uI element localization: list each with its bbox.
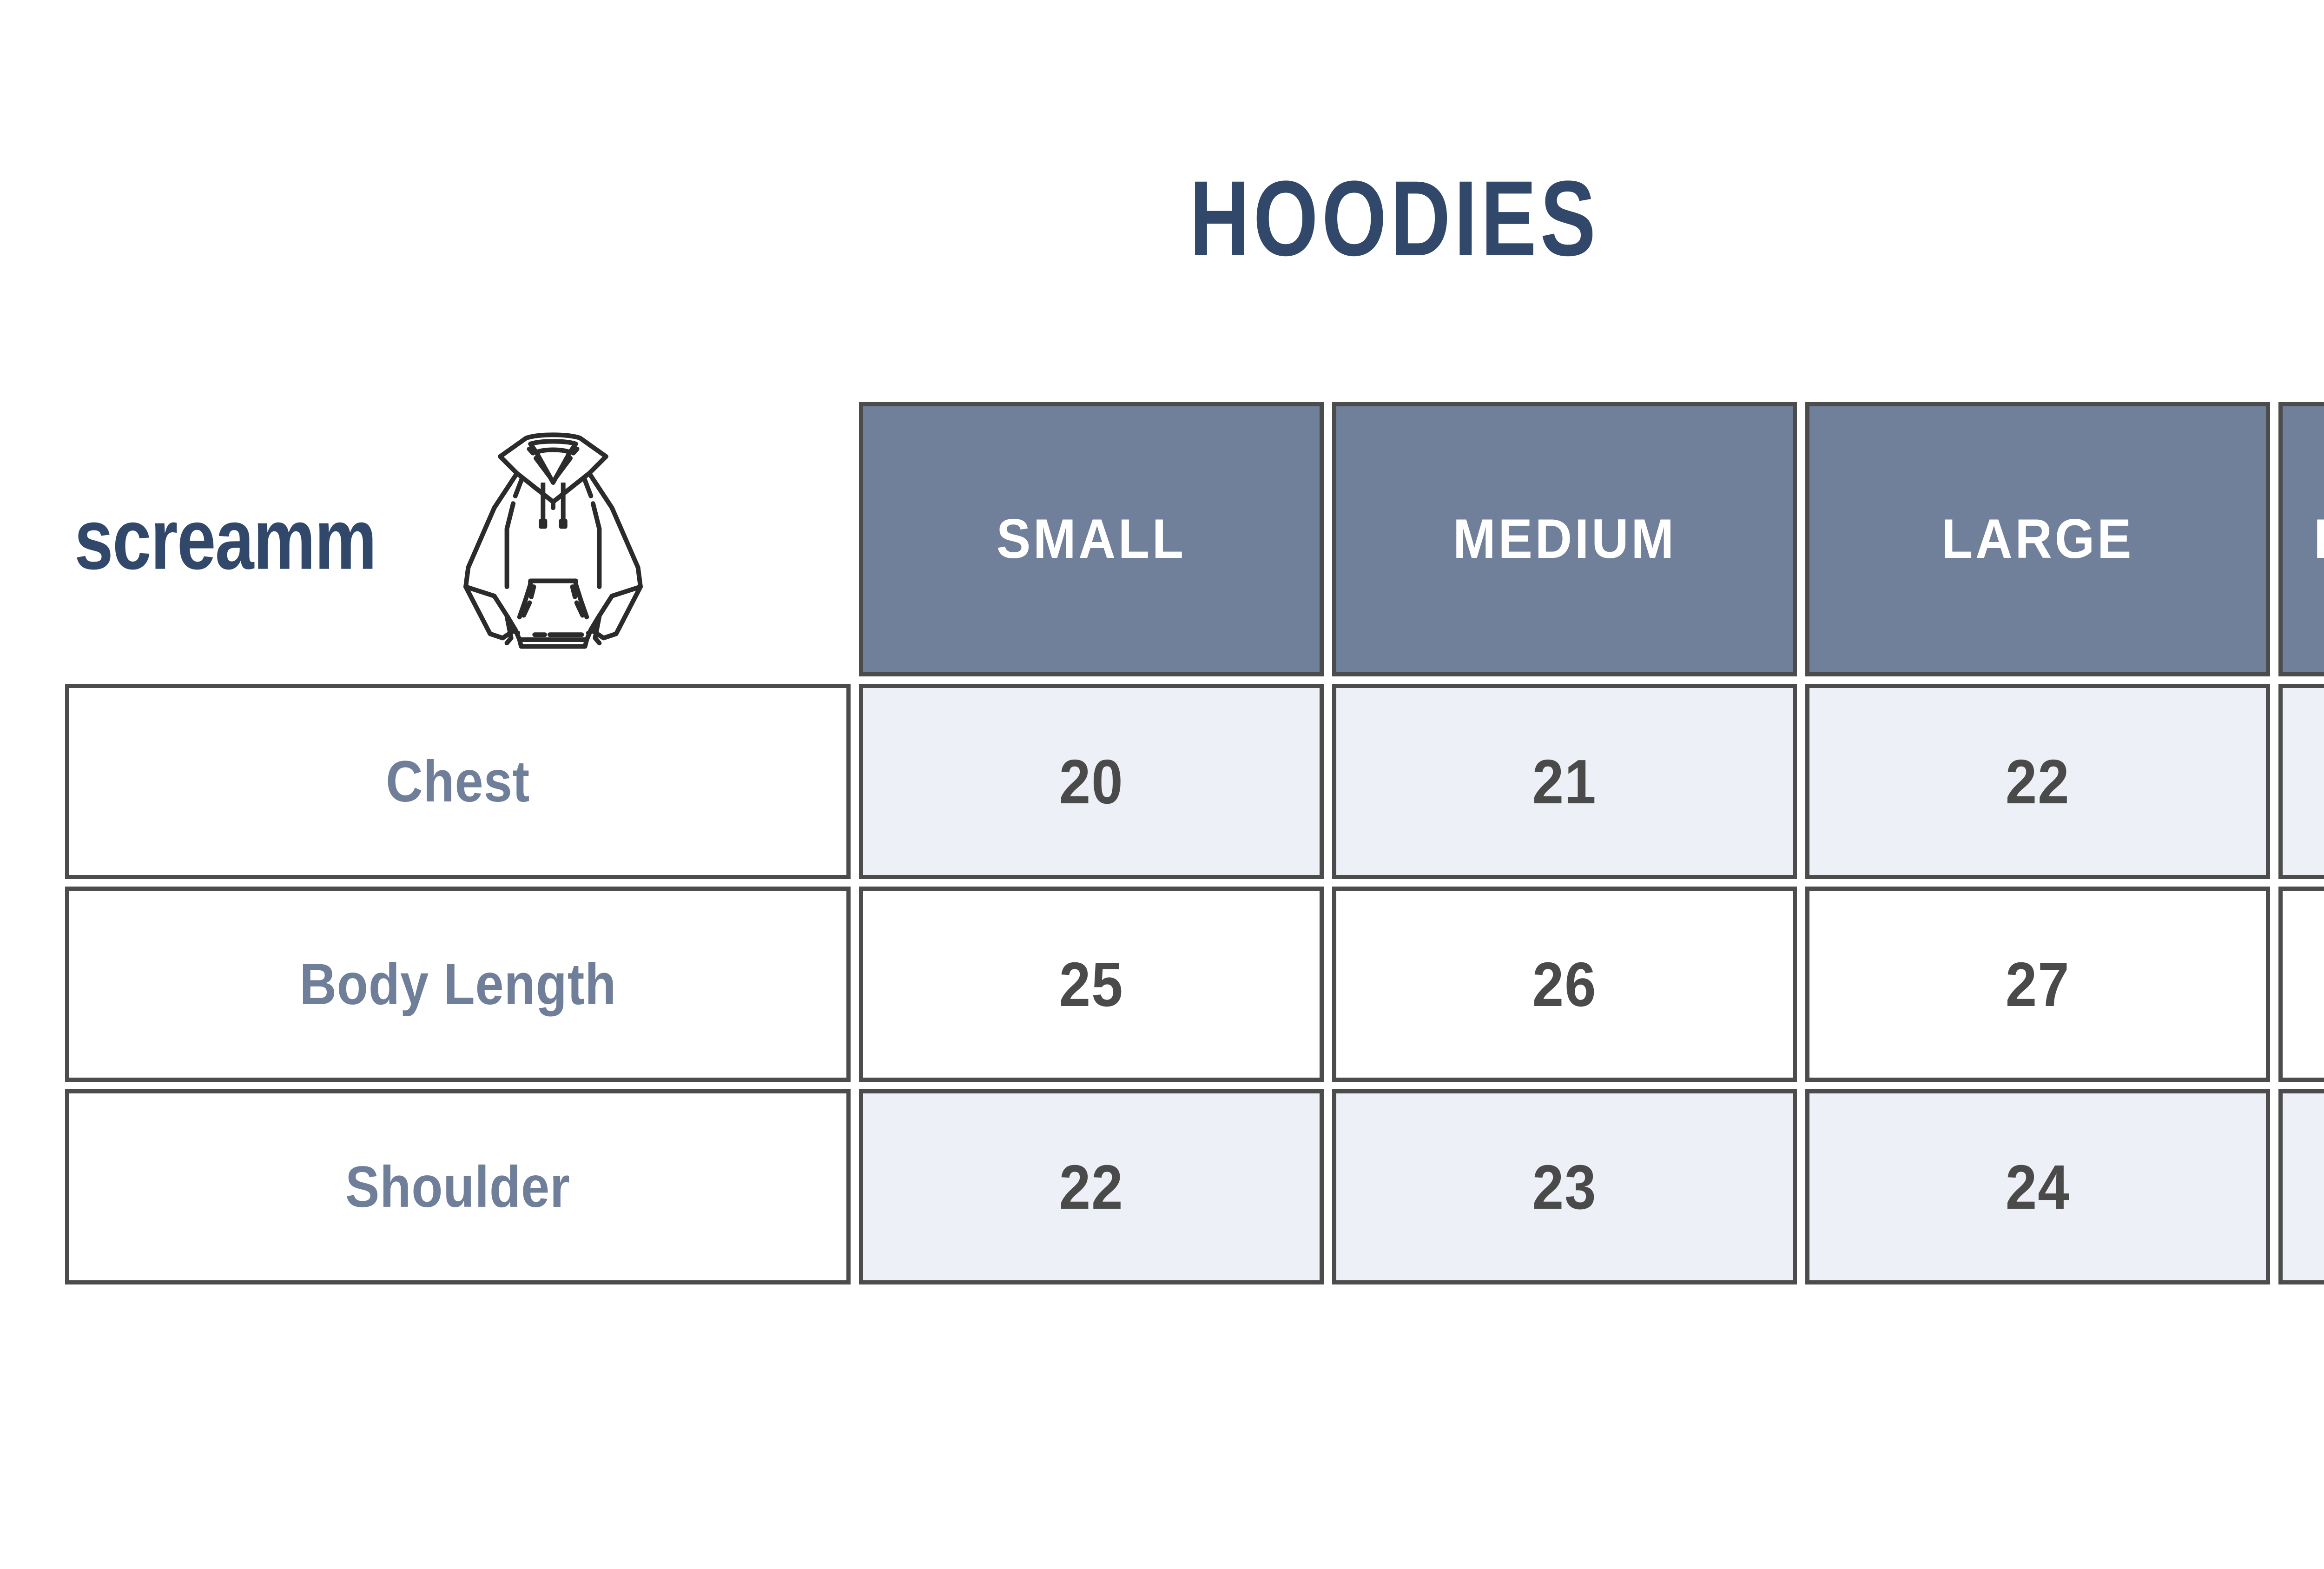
header-cell-medium: MEDIUM: [1332, 402, 1797, 676]
value-cell-chest-large: 22: [1805, 684, 2270, 879]
value-cell-body-length-medium: 26: [1332, 887, 1797, 1082]
value-shoulder-large: 24: [2005, 1152, 2070, 1222]
header-label-small: SMALL: [997, 508, 1186, 570]
value-cell-shoulder-large: 24: [1805, 1089, 2270, 1284]
value-body-length-small: 25: [1059, 949, 1124, 1020]
page-title: HOODIES: [1189, 159, 1599, 278]
value-shoulder-small: 22: [1059, 1152, 1124, 1222]
row-label-shoulder: Shoulder: [345, 1154, 570, 1219]
value-cell-chest-small: 20: [859, 684, 1324, 879]
value-cell-body-length-small: 25: [859, 887, 1324, 1082]
table-row: Body Length 25 26 27 28: [65, 887, 2324, 1089]
header-cell-small: SMALL: [859, 402, 1324, 676]
row-label-cell-chest: Chest: [65, 684, 851, 879]
table-header-row: SMALL MEDIUM LARGE EXTRA LARGE: [65, 402, 2324, 684]
row-label-body-length: Body Length: [299, 952, 616, 1017]
header-cell-large: LARGE: [1805, 402, 2270, 676]
value-cell-chest-extra-large: 23: [2278, 684, 2324, 879]
row-label-chest: Chest: [385, 749, 530, 814]
header-label-extra-large: EXTRA LARGE: [2314, 503, 2324, 575]
value-chest-large: 22: [2005, 746, 2070, 817]
header-cell-extra-large: EXTRA LARGE: [2278, 402, 2324, 676]
value-cell-shoulder-extra-large: 25: [2278, 1089, 2324, 1284]
value-cell-shoulder-small: 22: [859, 1089, 1324, 1284]
brand-logo-text: screamm: [74, 491, 377, 588]
value-cell-body-length-extra-large: 28: [2278, 887, 2324, 1082]
header-label-large: LARGE: [1941, 508, 2134, 570]
row-label-cell-shoulder: Shoulder: [65, 1089, 851, 1284]
row-label-cell-body-length: Body Length: [65, 887, 851, 1082]
value-cell-chest-medium: 21: [1332, 684, 1797, 879]
header-label-medium: MEDIUM: [1452, 508, 1677, 570]
table-row: Chest 20 21 22 23: [65, 684, 2324, 887]
brand-block: screamm: [65, 402, 837, 676]
value-chest-medium: 21: [1532, 746, 1597, 817]
value-cell-shoulder-medium: 23: [1332, 1089, 1797, 1284]
value-body-length-large: 27: [2005, 949, 2070, 1020]
size-chart-table: SMALL MEDIUM LARGE EXTRA LARGE Chest 20 …: [65, 402, 2324, 1292]
hoodie-icon: [463, 432, 643, 649]
table-row: Shoulder 22 23 24 25: [65, 1089, 2324, 1292]
value-chest-small: 20: [1059, 746, 1124, 817]
value-shoulder-medium: 23: [1532, 1152, 1597, 1222]
table-corner-cell: [65, 402, 851, 676]
value-body-length-medium: 26: [1532, 949, 1597, 1020]
value-cell-body-length-large: 27: [1805, 887, 2270, 1082]
